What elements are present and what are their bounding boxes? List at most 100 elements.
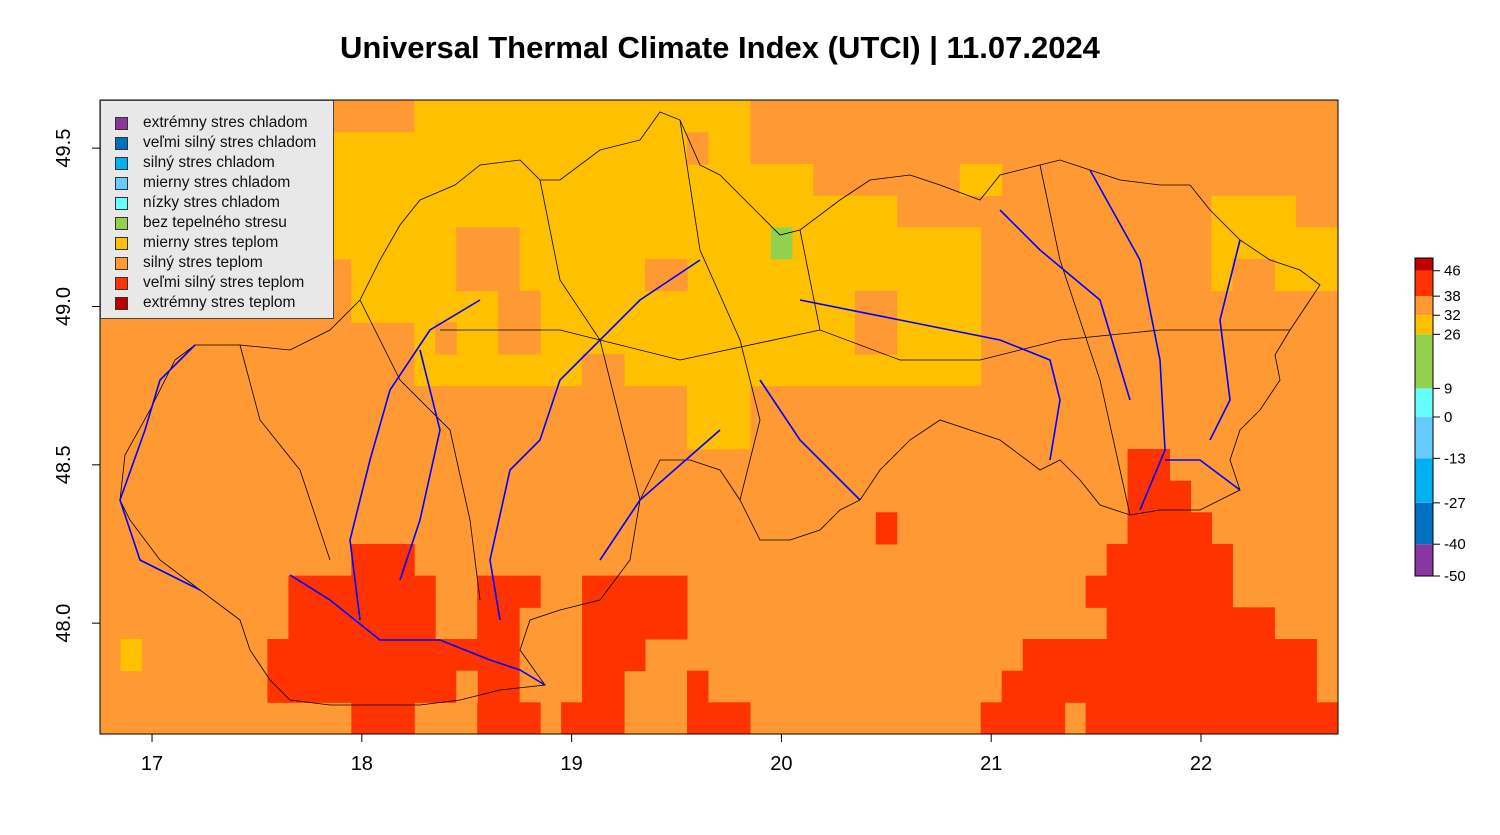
raster-cell — [330, 132, 415, 260]
raster-cell — [687, 385, 751, 450]
raster-cell — [477, 702, 541, 735]
legend-swatch — [115, 216, 128, 230]
legend-label: veľmi silný stres teplom — [143, 274, 305, 291]
colorbar-segment — [1415, 502, 1433, 545]
y-tick-label: 48.0 — [53, 604, 75, 643]
district-border — [359, 299, 481, 601]
colorbar-label: -40 — [1444, 536, 1466, 553]
river-ipel — [599, 429, 721, 561]
raster-cell — [267, 638, 289, 703]
colorbar-segment — [1415, 388, 1433, 417]
colorbar-segment — [1415, 296, 1433, 316]
legend-item: extrémny stres chladom — [101, 113, 333, 133]
legend-item: veľmi silný stres teplom — [101, 273, 333, 293]
legend-swatch — [115, 236, 128, 250]
raster-cell — [687, 670, 709, 735]
legend-item: silný stres teplom — [101, 253, 333, 273]
legend-label: silný stres teplom — [143, 254, 263, 271]
river-hornad — [799, 299, 1061, 461]
raster-cell — [959, 163, 1003, 197]
legend-swatch — [115, 256, 128, 270]
river-topla — [1209, 239, 1241, 441]
river-morava — [119, 344, 201, 591]
raster-cell — [351, 543, 415, 577]
legend: extrémny stres chladom veľmi silný stres … — [100, 100, 334, 319]
legend-label: bez tepelného stresu — [143, 214, 287, 231]
legend-swatch — [115, 296, 128, 310]
y-tick-label: 49.5 — [53, 129, 75, 168]
raster-cell — [770, 227, 793, 260]
river-nitra — [399, 349, 441, 581]
legend-item: extrémny stres teplom — [101, 293, 333, 313]
colorbar-label: 0 — [1444, 409, 1452, 426]
legend-label: veľmi silný stres chladom — [143, 134, 317, 151]
raster-cell — [875, 512, 898, 545]
raster-cell — [1106, 607, 1275, 640]
raster-cell — [1022, 638, 1317, 672]
colorbar-label: -27 — [1444, 495, 1466, 512]
map-title: Universal Thermal Climate Index (UTCI) |… — [340, 30, 1100, 65]
legend-label: mierny stres chladom — [143, 174, 291, 191]
raster-cell — [1211, 195, 1296, 228]
legend-swatch — [115, 196, 128, 210]
raster-cell — [1085, 702, 1338, 735]
raster-cell — [645, 258, 688, 292]
axes: 17 18 19 20 21 22 48.0 48.5 49.0 49.5 — [53, 129, 1212, 775]
legend-item: veľmi silný stres chladom — [101, 133, 333, 153]
colorbar-segment — [1415, 458, 1433, 503]
raster-cell — [582, 638, 646, 672]
raster-cell — [896, 227, 982, 387]
raster-cell — [456, 670, 478, 703]
colorbar-segment — [1415, 258, 1433, 271]
raster-cell — [561, 702, 625, 735]
raster-cell — [120, 638, 143, 672]
colorbar-segment — [1415, 417, 1433, 459]
legend-item: nízky stres chladom — [101, 193, 333, 213]
legend-label: extrémny stres chladom — [143, 114, 308, 131]
y-tick-label: 49.0 — [53, 287, 75, 326]
legend-swatch — [115, 136, 128, 150]
river-vah — [349, 299, 481, 621]
legend-item: silný stres chladom — [101, 153, 333, 173]
district-border — [440, 329, 821, 361]
raster-cell — [1085, 575, 1233, 608]
slovakia-outline — [119, 111, 1321, 706]
legend-swatch — [115, 116, 128, 130]
colorbar-label: -50 — [1444, 568, 1466, 585]
colorbar-segment — [1415, 315, 1433, 335]
legend-item: mierny stres chladom — [101, 173, 333, 193]
raster-cell — [707, 702, 751, 735]
x-tick-label: 18 — [351, 753, 373, 775]
colorbar-label: 26 — [1444, 326, 1461, 343]
raster-cell — [687, 132, 709, 165]
raster-cell — [582, 353, 625, 387]
legend-swatch — [115, 176, 128, 190]
map-frame — [99, 99, 1339, 735]
legend-label: silný stres chladom — [143, 154, 275, 171]
x-tick-label: 22 — [1190, 753, 1212, 775]
legend-label: extrémny stres teplom — [143, 294, 296, 311]
colorbar-label: 38 — [1444, 288, 1461, 305]
raster-cell — [1232, 258, 1275, 292]
legend-item: bez tepelného stresu — [101, 213, 333, 233]
district-border — [1039, 164, 1131, 516]
raster-cell — [477, 575, 541, 608]
river-danube — [289, 574, 546, 686]
raster-cell — [749, 163, 814, 387]
district-border — [239, 344, 331, 561]
x-tick-label: 17 — [141, 753, 163, 775]
raster-cell — [498, 290, 541, 355]
legend-item: mierny stres teplom — [101, 233, 333, 253]
raster-cell — [1127, 512, 1212, 545]
colorbar-segment — [1415, 270, 1433, 297]
colorbar-label: 46 — [1444, 263, 1461, 280]
x-tick-label: 19 — [560, 753, 582, 775]
river-bodrog — [1165, 459, 1241, 491]
raster-cell — [1106, 543, 1233, 577]
district-border — [679, 119, 761, 501]
raster-cell — [980, 702, 1066, 735]
colorbar-label: 32 — [1444, 307, 1461, 324]
raster-cell — [1001, 670, 1317, 703]
river-slana — [759, 379, 861, 501]
